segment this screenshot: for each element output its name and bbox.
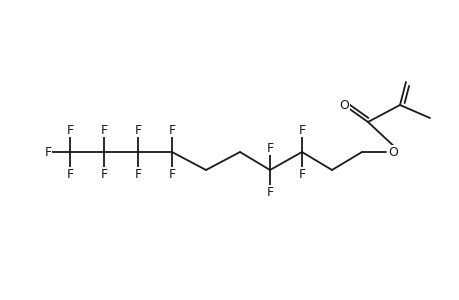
Text: F: F	[168, 167, 175, 181]
Text: F: F	[100, 124, 107, 136]
Text: F: F	[298, 124, 305, 136]
Text: F: F	[298, 167, 305, 181]
Text: F: F	[266, 142, 273, 154]
Text: F: F	[100, 167, 107, 181]
Text: F: F	[66, 124, 73, 136]
Text: F: F	[134, 124, 141, 136]
Text: F: F	[168, 124, 175, 136]
Text: O: O	[387, 146, 397, 158]
Text: F: F	[66, 167, 73, 181]
Text: F: F	[45, 146, 51, 158]
Text: F: F	[266, 185, 273, 199]
Text: F: F	[134, 167, 141, 181]
Text: O: O	[338, 98, 348, 112]
